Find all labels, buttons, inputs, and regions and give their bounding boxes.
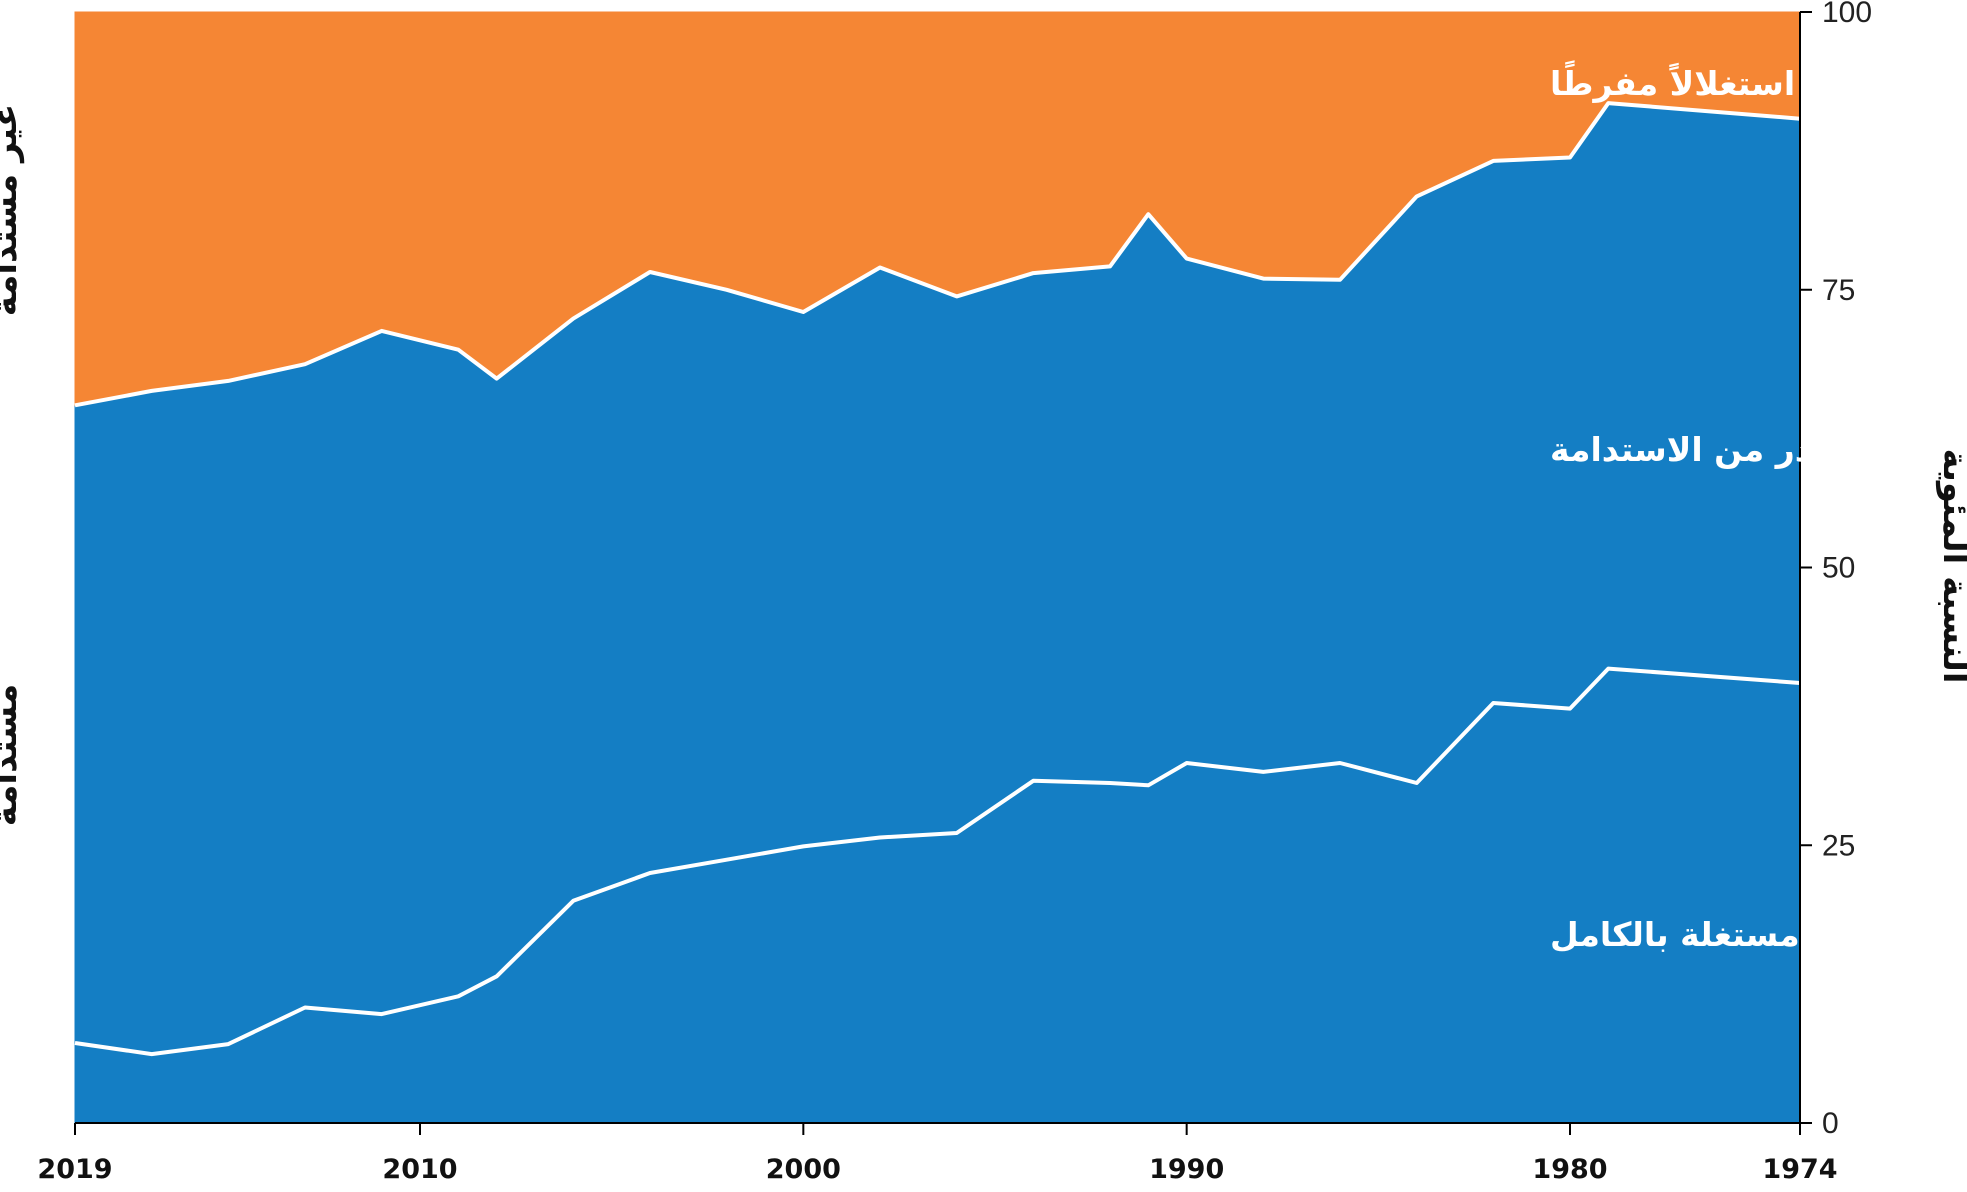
y-axis-title: النسبة المئوية bbox=[1935, 448, 1967, 683]
series-label-maximally-fished: مصطادة بأعلى قدر من الاستدامة bbox=[1550, 428, 1967, 470]
x-tick-label: 2019 bbox=[37, 1154, 112, 1185]
series-label-underfished: غير مستغلة بالكامل bbox=[1550, 915, 1868, 955]
y-tick-label: 75 bbox=[1822, 274, 1855, 307]
side-label-unsustainable: غير مستدامة bbox=[0, 104, 25, 317]
series-label-overexploited: مستغلّة استغلالاً مفرطًا bbox=[1550, 59, 1926, 104]
y-tick-label: 100 bbox=[1822, 0, 1872, 29]
x-tick-label: 2000 bbox=[766, 1154, 841, 1185]
plot-area bbox=[74, 11, 1801, 1124]
y-tick-label: 25 bbox=[1822, 829, 1855, 862]
x-tick-label: 1980 bbox=[1532, 1154, 1607, 1185]
axes: 0 25 50 75 100 2019 2010 2000 1990 1980 1974 bbox=[37, 0, 1872, 1185]
boundary-lines bbox=[74, 101, 1801, 1057]
side-label-sustainable: مستدامة bbox=[0, 684, 25, 827]
x-tick-label: 1974 bbox=[1762, 1154, 1837, 1185]
y-tick-label: 0 bbox=[1822, 1107, 1839, 1140]
x-tick-label: 1990 bbox=[1149, 1154, 1224, 1185]
y-tick-label: 50 bbox=[1822, 552, 1855, 585]
line-underfished-boundary bbox=[74, 666, 1801, 1057]
line-sustainable-boundary bbox=[74, 101, 1801, 408]
x-tick-label: 2010 bbox=[382, 1154, 457, 1185]
